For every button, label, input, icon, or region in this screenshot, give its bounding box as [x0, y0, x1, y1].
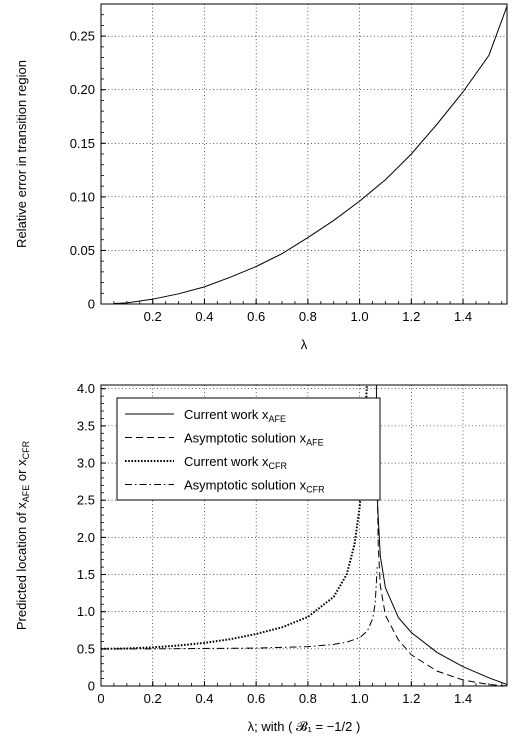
top-y-tick-label: 0.15 [70, 136, 95, 151]
legend-entry-2: Current work xCFR [184, 454, 288, 471]
legend-entry-subscript: AFE [306, 438, 324, 448]
bot-x-tick-label: 0.4 [195, 691, 213, 706]
bottom-y-label-mid: or x [14, 459, 29, 485]
bot-series-0-line [375, 385, 507, 685]
top-x-axis-label: λ [301, 337, 308, 352]
bot-series-3-line [101, 567, 378, 650]
bot-y-tick-label: 0 [88, 679, 95, 694]
bot-y-tick-label: 1.0 [77, 604, 95, 619]
top-x-tick-label: 0.8 [299, 309, 317, 324]
legend-entry-label: Current work x [184, 454, 269, 469]
legend-entry-subscript: CFR [306, 485, 325, 495]
top-x-tick-label: 0.4 [195, 309, 213, 324]
bottom-y-label-main: Predicted location of x [14, 502, 29, 630]
bottom-x-axis-label: λ; with ( 𝓑₁ = −1/2 ) [248, 719, 361, 734]
bot-y-tick-label: 2.0 [77, 530, 95, 545]
top-x-tick-label: 1.2 [402, 309, 420, 324]
top-y-tick-label: 0.05 [70, 243, 95, 258]
top-y-tick-label: 0.10 [70, 189, 95, 204]
bot-x-tick-label: 0.2 [144, 691, 162, 706]
legend-entry-subscript: AFE [269, 414, 287, 424]
top-y-tick-label: 0.25 [70, 29, 95, 44]
legend-entry-3: Asymptotic solution xCFR [184, 478, 325, 495]
top-y-tick-label: 0 [88, 297, 95, 312]
legend-box [116, 397, 381, 501]
bot-y-tick-label: 0.5 [77, 641, 95, 656]
bot-y-tick-label: 3.5 [77, 418, 95, 433]
top-ticks: 0.2 0.4 0.6 0.8 1.0 1.2 1.4 0 0.05 0.10 0.15 0.20 0.… [70, 3, 503, 324]
bottom-chart: 0 0.2 0.4 0.6 0.8 1.0 1.2 1.4 0 0.5 1.0 1.5 2.0 2.5 3.… [14, 381, 508, 734]
top-plot-frame [100, 3, 508, 305]
bottom-ticks: 0 0.2 0.4 0.6 0.8 1.0 1.2 1.4 0 0.5 1.0 1.5 2.0 2.5 3.… [77, 381, 503, 706]
legend-entry-label: Asymptotic solution x [184, 478, 307, 493]
bot-y-tick-label: 3.0 [77, 456, 95, 471]
top-x-tick-label: 0.6 [247, 309, 265, 324]
bot-y-tick-label: 4.0 [77, 381, 95, 396]
top-y-tick-label: 0.20 [70, 82, 95, 97]
top-x-tick-label: 0.2 [144, 309, 162, 324]
bottom-plot-frame [100, 384, 508, 687]
top-series-0-line [113, 5, 507, 304]
legend-entry-1: Asymptotic solution xAFE [184, 431, 324, 448]
bot-x-tick-label: 1.2 [402, 691, 420, 706]
bot-x-tick-label: 0 [97, 691, 104, 706]
top-x-tick-label: 1.0 [351, 309, 369, 324]
top-y-axis-label: Relative error in transition region [14, 60, 29, 248]
bottom-y-label-sub2: CFR [21, 440, 31, 459]
top-x-tick-label: 1.4 [454, 309, 472, 324]
top-series-group [113, 5, 507, 304]
bottom-y-label-sub1: AFE [21, 485, 31, 503]
bot-x-tick-label: 1.0 [351, 691, 369, 706]
bot-x-tick-label: 1.4 [454, 691, 472, 706]
top-chart: 0.2 0.4 0.6 0.8 1.0 1.2 1.4 0 0.05 0.10 0.15 0.20 0.… [14, 3, 508, 352]
bot-x-tick-label: 0.6 [247, 691, 265, 706]
bottom-y-axis-label: Predicted location of xAFE or xCFR [14, 440, 31, 630]
bot-x-tick-label: 0.8 [299, 691, 317, 706]
legend-entry-subscript: CFR [269, 461, 288, 471]
legend-entry-label: Asymptotic solution x [184, 431, 307, 446]
bot-y-tick-label: 1.5 [77, 567, 95, 582]
legend-entry-0: Current work xAFE [184, 407, 286, 424]
top-gridlines [101, 4, 507, 305]
bot-y-tick-label: 2.5 [77, 493, 95, 508]
legend-entry-label: Current work x [184, 407, 269, 422]
bot-series-1-line [376, 418, 507, 686]
